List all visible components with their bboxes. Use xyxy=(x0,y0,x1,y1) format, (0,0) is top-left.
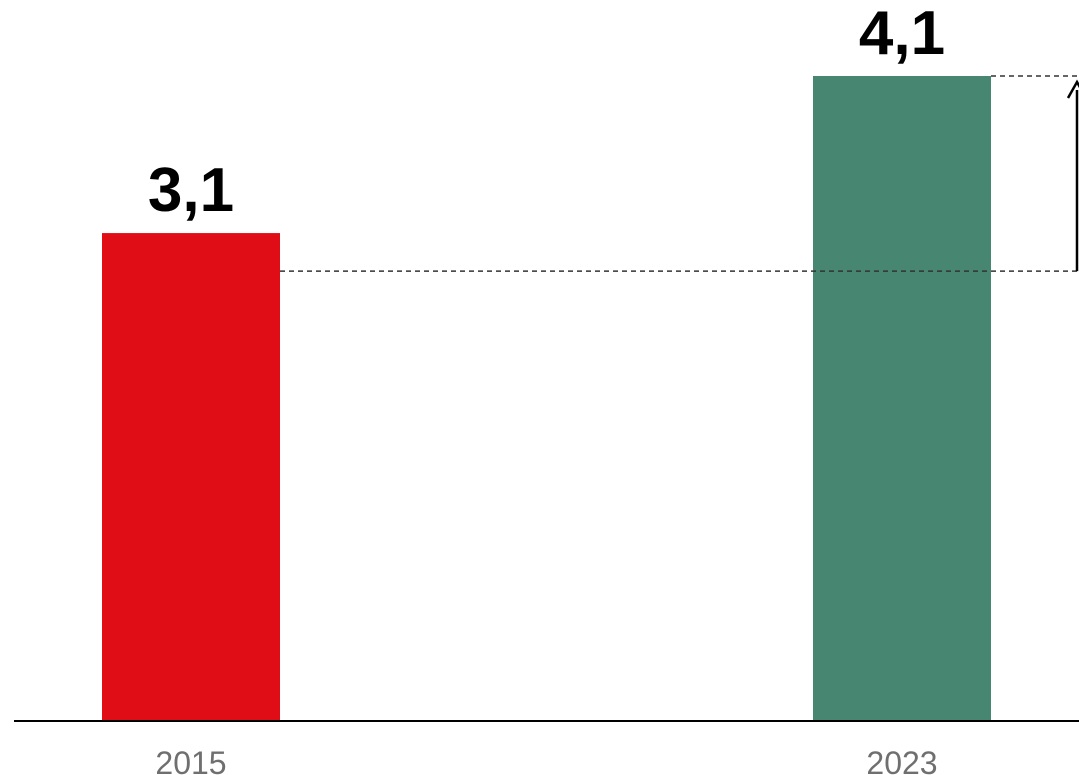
labels-layer: 3,1 2015 4,1 2023 xyxy=(148,0,945,775)
x-tick-label-2023: 2023 xyxy=(866,745,937,775)
comparison-guides xyxy=(280,75,1079,272)
data-label-2023: 4,1 xyxy=(859,0,945,68)
increase-arrow-head-icon xyxy=(1066,79,1079,99)
bar-2023 xyxy=(813,76,991,720)
bar-2015 xyxy=(102,233,280,720)
data-label-2015: 3,1 xyxy=(148,156,234,225)
x-tick-label-2015: 2015 xyxy=(155,745,226,775)
bars-layer xyxy=(102,76,991,720)
